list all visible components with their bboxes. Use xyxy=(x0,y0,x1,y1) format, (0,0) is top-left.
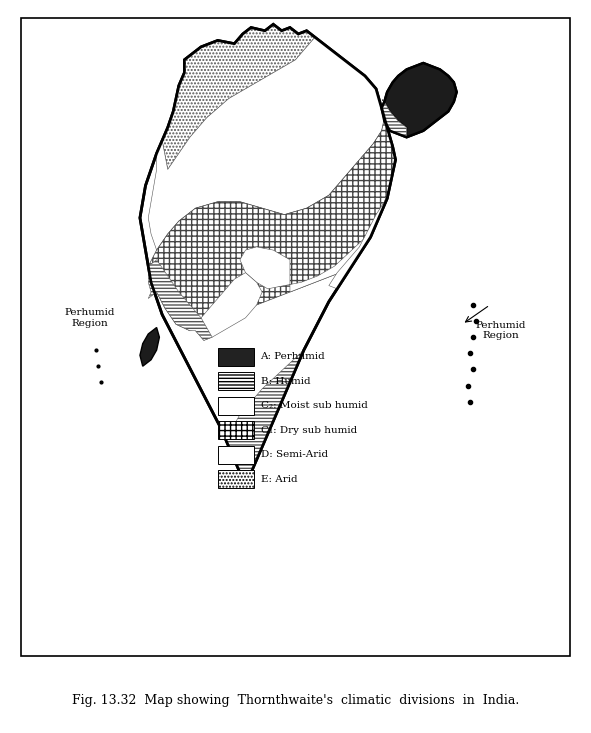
Polygon shape xyxy=(148,37,384,250)
Polygon shape xyxy=(140,328,160,366)
Bar xyxy=(217,372,254,390)
Bar xyxy=(217,421,254,439)
Polygon shape xyxy=(220,350,304,485)
Text: Perhumid
Region: Perhumid Region xyxy=(476,321,527,340)
Text: D: Semi-Arid: D: Semi-Arid xyxy=(261,450,327,459)
Text: Perhumid
Region: Perhumid Region xyxy=(64,308,115,328)
Polygon shape xyxy=(384,63,457,137)
Bar xyxy=(217,397,254,415)
Bar xyxy=(217,470,254,488)
Text: C₁: Dry sub humid: C₁: Dry sub humid xyxy=(261,426,357,435)
Polygon shape xyxy=(148,259,212,340)
Text: B: Humid: B: Humid xyxy=(261,377,310,386)
Polygon shape xyxy=(382,63,457,137)
Text: Fig. 13.32  Map showing  Thornthwaite's  climatic  divisions  in  India.: Fig. 13.32 Map showing Thornthwaite's cl… xyxy=(72,693,519,707)
Polygon shape xyxy=(196,273,262,340)
Polygon shape xyxy=(329,185,390,289)
Text: E: Arid: E: Arid xyxy=(261,474,297,484)
Bar xyxy=(217,347,254,366)
Polygon shape xyxy=(382,92,407,137)
Polygon shape xyxy=(140,24,395,485)
Polygon shape xyxy=(240,211,382,292)
Text: A: Perhumid: A: Perhumid xyxy=(261,352,325,361)
Text: C₂: Moist sub humid: C₂: Moist sub humid xyxy=(261,401,368,410)
Polygon shape xyxy=(148,118,395,331)
Polygon shape xyxy=(162,24,315,169)
Bar xyxy=(217,446,254,463)
